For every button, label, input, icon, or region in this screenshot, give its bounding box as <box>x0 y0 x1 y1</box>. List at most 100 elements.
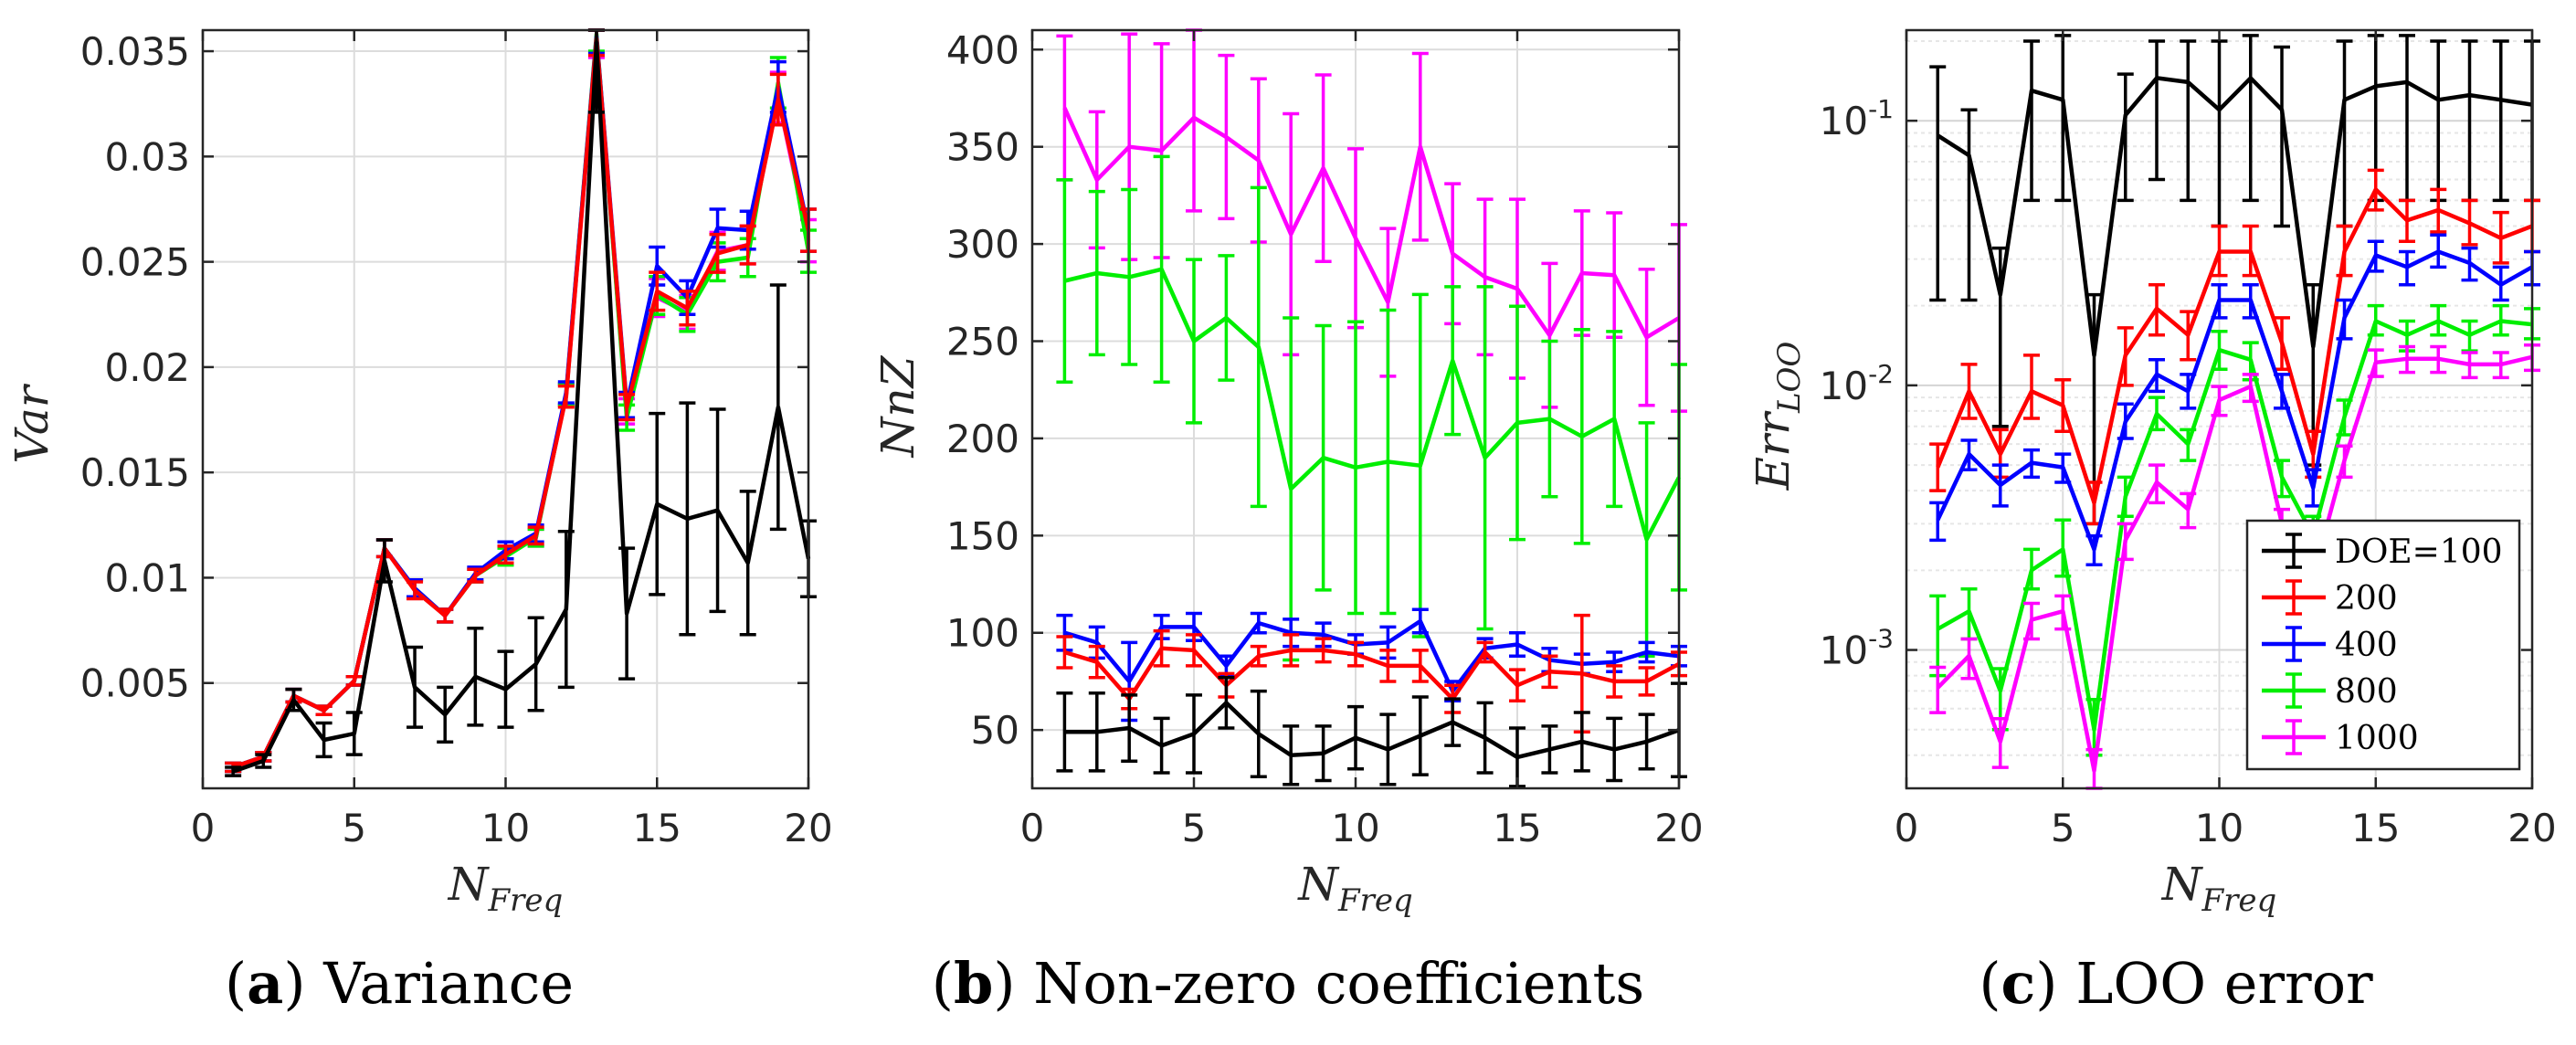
series-1000 <box>1056 28 1687 413</box>
error-bar <box>1347 704 1364 771</box>
error-bar <box>1379 308 1397 616</box>
legend-label: DOE=100 <box>2335 533 2503 571</box>
error-bar <box>1153 154 1170 384</box>
caption-a: (a) Variance <box>225 950 574 1017</box>
error-bar <box>2461 198 2478 247</box>
error-bar <box>1186 633 1202 668</box>
error-bar <box>1250 611 1267 635</box>
y-tick-label-exp: -3 <box>1868 624 1894 654</box>
error-bar <box>1638 712 1655 771</box>
error-bar <box>497 544 514 565</box>
legend: DOE=100 200 400 800 1000 <box>2245 519 2521 771</box>
caption-c-text: LOO error <box>2075 950 2373 1017</box>
x-tick-label: 10 <box>1331 806 1379 850</box>
error-bar <box>1476 285 1494 631</box>
error-bar <box>2117 326 2134 387</box>
error-bar <box>2399 34 2415 203</box>
series-DOE-100 <box>225 28 817 777</box>
legend-label: 1000 <box>2335 720 2419 757</box>
error-bar <box>2148 396 2165 432</box>
error-bar <box>649 411 666 596</box>
error-bar <box>1314 724 1332 783</box>
error-bar <box>1283 724 1300 786</box>
x-axis-label: NFreq <box>448 858 563 919</box>
error-bar <box>467 567 484 584</box>
error-bar <box>618 393 636 422</box>
legend-item: DOE=100 <box>2262 533 2503 571</box>
error-bar <box>739 490 756 637</box>
x-tick-label: 10 <box>2195 806 2243 850</box>
error-bar <box>1638 421 1655 659</box>
x-tick-label: 0 <box>191 806 216 850</box>
series-line <box>1063 646 1681 702</box>
error-bar <box>1347 320 1364 616</box>
error-bar <box>1638 666 1655 697</box>
legend-item: 1000 <box>2262 719 2419 757</box>
error-bar <box>2023 354 2040 420</box>
series-800 <box>1056 154 1687 662</box>
legend-label: 400 <box>2335 627 2398 664</box>
error-bar <box>1250 689 1267 778</box>
caption-b-close-paren: ) <box>993 950 1033 1017</box>
error-bar <box>2492 39 2509 203</box>
x-tick-label: 15 <box>633 806 681 850</box>
error-bar <box>2461 246 2478 282</box>
error-bar <box>497 649 514 729</box>
y-tick-label-exp: -1 <box>1868 94 1894 124</box>
series-400 <box>1929 233 2540 566</box>
error-bar <box>1411 607 1429 635</box>
error-bar <box>437 607 454 624</box>
error-bar <box>467 627 484 727</box>
error-bar <box>649 270 666 312</box>
error-bar <box>2148 39 2165 182</box>
error-bar <box>1411 695 1429 776</box>
error-bar <box>709 407 726 614</box>
error-bar <box>2461 351 2478 380</box>
error-bar <box>1509 630 1526 659</box>
error-bar <box>2211 224 2228 278</box>
error-bar <box>1541 724 1558 775</box>
error-bar <box>1960 438 1978 471</box>
error-bar <box>769 283 787 532</box>
error-bar <box>406 645 424 729</box>
error-bar <box>1153 716 1170 775</box>
error-bar <box>375 538 393 584</box>
caption-c: (c) LOO error <box>1979 950 2373 1017</box>
ticks: 0 5 10 15 20 50 100 150 200 250 300 350 400 <box>946 27 1704 850</box>
y-tick-label: 0.03 <box>104 134 190 179</box>
y-tick-label: 400 <box>946 27 1019 72</box>
caption-a-label: a <box>247 950 283 1017</box>
series-line <box>232 34 811 770</box>
series-DOE-100 <box>1056 675 1687 788</box>
x-axis-label-sub: Freq <box>1337 882 1413 919</box>
y-tick-label-base: 10 <box>1820 364 1868 408</box>
error-bar <box>2117 522 2134 562</box>
error-bar <box>1929 65 1947 302</box>
legend-item: 400 <box>2262 626 2398 664</box>
chart-loo-error: 0 5 10 15 2010-310-210-1NFreqErrLOODOE=10020… <box>1747 28 2557 919</box>
error-bar <box>1929 442 1947 492</box>
caption-c-label: c <box>2001 950 2036 1017</box>
error-bar <box>1186 258 1202 425</box>
caption-a-open-paren: ( <box>225 950 247 1017</box>
y-tick-label: 10-3 <box>1820 624 1894 673</box>
error-bar <box>1573 711 1590 773</box>
error-bar <box>2117 402 2134 440</box>
error-bar <box>1638 640 1655 664</box>
error-bar <box>679 401 696 637</box>
error-bar <box>557 529 575 690</box>
error-bar <box>1283 316 1300 662</box>
series-line <box>232 32 811 770</box>
error-bar <box>1379 712 1397 786</box>
y-axis-label: ErrLOO <box>1747 342 1808 491</box>
error-bar <box>1929 501 1947 543</box>
error-bar <box>1088 644 1105 680</box>
error-bar <box>2367 348 2384 378</box>
error-bar <box>2274 373 2290 410</box>
error-bar <box>1056 691 1073 773</box>
ticks: 0 5 10 15 20 0.005 0.01 0.015 0.02 0.025 0.03 0.035 <box>80 29 833 850</box>
error-bar <box>1444 697 1462 747</box>
series-line <box>1936 354 2533 773</box>
x-tick-label: 5 <box>1182 806 1207 850</box>
x-axis-label-sub: Freq <box>488 882 564 919</box>
